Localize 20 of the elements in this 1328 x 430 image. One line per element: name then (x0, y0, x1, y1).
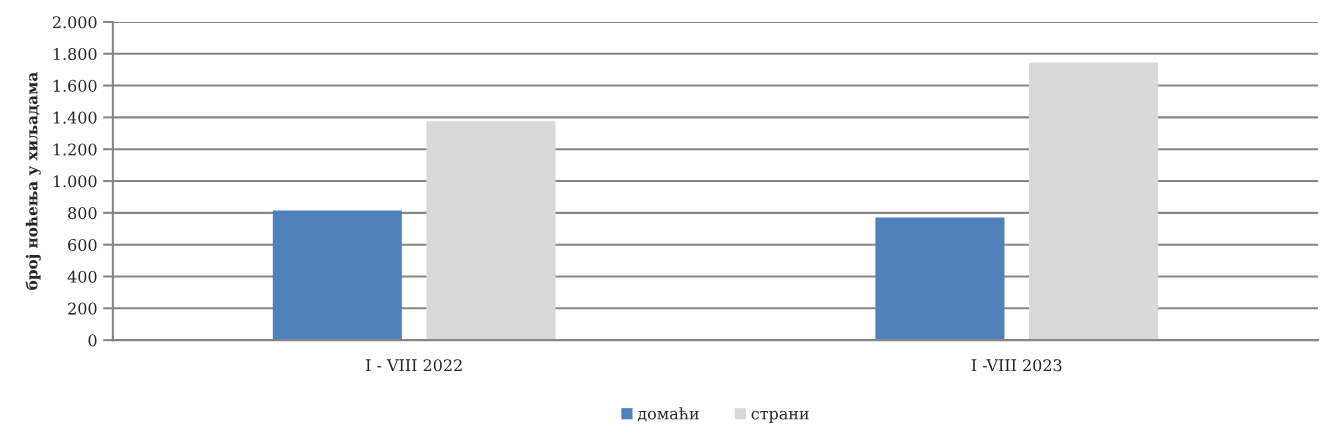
bar (272, 210, 402, 341)
bar (875, 217, 1005, 341)
y-tick-label: 1.600 (53, 79, 97, 92)
bar (426, 121, 556, 341)
x-tick-label: I -VIII 2023 (971, 359, 1062, 372)
legend-label: страни (751, 410, 809, 423)
y-tick-label: 600 (68, 238, 97, 251)
y-tick-label: 400 (67, 270, 97, 283)
y-tick-label: 0 (88, 334, 97, 347)
x-tick-label: I - VIII 2022 (366, 359, 462, 372)
y-tick-label: 1.400 (53, 111, 97, 124)
y-tick-label: 1.200 (53, 143, 97, 156)
y-tick-label: 1.800 (53, 47, 97, 61)
y-tick-label: 1.000 (53, 175, 97, 188)
y-axis-title: број ноћења у хиљадама (25, 72, 41, 290)
y-tick-label: 200 (68, 302, 97, 315)
y-tick-label: 800 (68, 207, 97, 220)
bar (1029, 62, 1159, 341)
legend-label: домаћи (637, 407, 699, 422)
y-tick-label: 2.000 (52, 16, 97, 29)
